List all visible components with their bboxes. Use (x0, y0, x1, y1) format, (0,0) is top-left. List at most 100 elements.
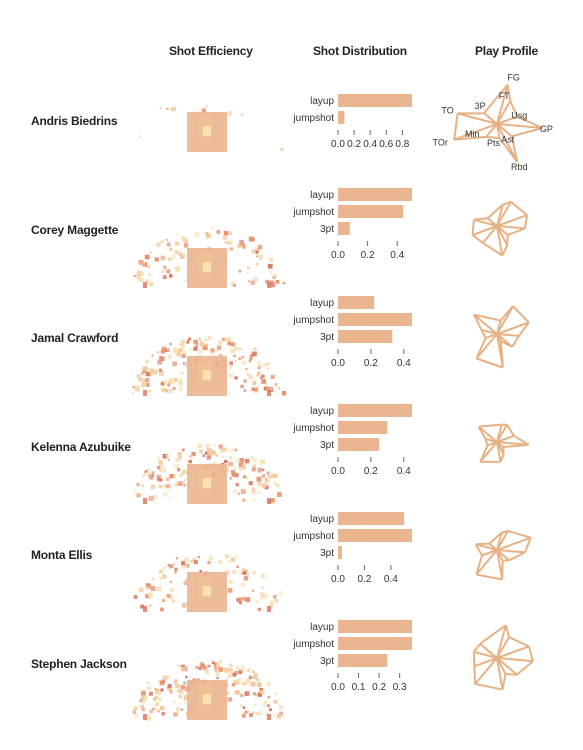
category-label: layup (310, 190, 334, 201)
shot-mark (269, 270, 273, 274)
shot-mark (180, 339, 186, 345)
shot-mark (206, 233, 211, 239)
shot-mark (237, 678, 241, 683)
shot-mark (174, 250, 179, 254)
shot-mark (256, 361, 261, 365)
shot-mark (224, 459, 228, 464)
shot-mark (195, 344, 198, 347)
shot-mark (251, 387, 255, 391)
shot-mark (219, 354, 223, 358)
shot-mark (140, 604, 145, 609)
shot-mark (182, 344, 185, 347)
corner-shot-mark (267, 606, 271, 612)
shot-mark (200, 663, 205, 669)
shot-mark (181, 256, 184, 260)
shot-mark (148, 389, 151, 393)
shot-mark (279, 591, 284, 596)
shot-mark (250, 280, 256, 285)
shot-mark (143, 366, 149, 372)
shot-mark (231, 472, 237, 477)
shot-mark (169, 274, 173, 278)
shot-mark (204, 338, 208, 342)
shot-mark (242, 458, 247, 464)
shot-mark (235, 666, 239, 670)
shot-mark (226, 337, 231, 342)
category-label: 3pt (320, 224, 334, 235)
axis-label: Min (465, 129, 480, 139)
profile-shape (473, 305, 530, 369)
axis-label: Usg (511, 111, 527, 121)
shot-mark (161, 387, 166, 392)
shot-mark (267, 704, 270, 707)
shot-mark (168, 388, 173, 394)
shot-mark (161, 346, 167, 351)
shot-mark (248, 236, 254, 242)
header-play-profile: Play Profile (475, 44, 538, 58)
axis-label: FT (499, 91, 510, 101)
shot-mark (242, 475, 247, 479)
shot-mark (273, 699, 277, 704)
category-label: layup (310, 406, 334, 417)
shot-mark (153, 698, 156, 701)
shot-mark (180, 253, 185, 259)
shot-mark (207, 336, 212, 341)
shot-mark (174, 571, 177, 574)
shot-mark (238, 670, 242, 675)
shot-mark (250, 456, 254, 460)
shot-mark (277, 492, 282, 497)
shot-mark (258, 364, 262, 368)
shot-mark (218, 667, 224, 672)
shot-mark (255, 386, 260, 390)
shot-mark (251, 499, 255, 503)
shot-mark (245, 569, 248, 572)
shot-mark (167, 564, 171, 567)
axis-label: GP (540, 124, 553, 134)
shot-mark (145, 279, 150, 284)
shot-mark (234, 554, 239, 559)
shot-mark (136, 389, 140, 392)
shot-mark (258, 711, 262, 716)
shot-mark (183, 667, 188, 672)
shot-mark (230, 579, 234, 583)
shot-mark (260, 254, 263, 257)
shot-mark (225, 554, 229, 559)
shot-mark (241, 464, 247, 470)
shot-mark (222, 235, 228, 240)
corner-shot-mark (143, 390, 147, 396)
shot-mark (253, 692, 256, 696)
axis-label: Ast (501, 134, 515, 144)
shot-mark (270, 374, 275, 379)
bar (338, 313, 412, 326)
shot-mark (138, 377, 143, 382)
shot-mark (181, 236, 186, 241)
shot-mark (237, 244, 242, 248)
category-label: layup (310, 514, 334, 525)
shot-mark (235, 482, 240, 487)
shot-mark (228, 366, 233, 370)
shot-mark (159, 369, 162, 373)
header-shot-efficiency: Shot Efficiency (169, 44, 253, 58)
shot-mark (267, 696, 270, 699)
category-label: jumpshot (292, 315, 334, 326)
shot-efficiency-chart (133, 554, 284, 612)
shot-mark (158, 484, 163, 489)
shot-mark (149, 368, 154, 372)
shot-mark (150, 484, 156, 489)
shot-mark (167, 383, 171, 387)
bar (338, 94, 412, 107)
shot-mark (163, 265, 167, 269)
shot-mark (252, 589, 255, 592)
shot-mark (240, 384, 244, 389)
shot-mark (238, 462, 244, 468)
shot-mark (169, 564, 174, 568)
shot-mark (146, 685, 152, 691)
shot-mark (184, 279, 187, 282)
shot-mark (255, 262, 259, 266)
shot-mark (237, 492, 241, 495)
shot-mark (144, 470, 147, 474)
shot-mark (239, 240, 244, 245)
shot-mark (259, 687, 263, 692)
shot-mark (148, 273, 151, 276)
shot-mark (141, 383, 146, 388)
